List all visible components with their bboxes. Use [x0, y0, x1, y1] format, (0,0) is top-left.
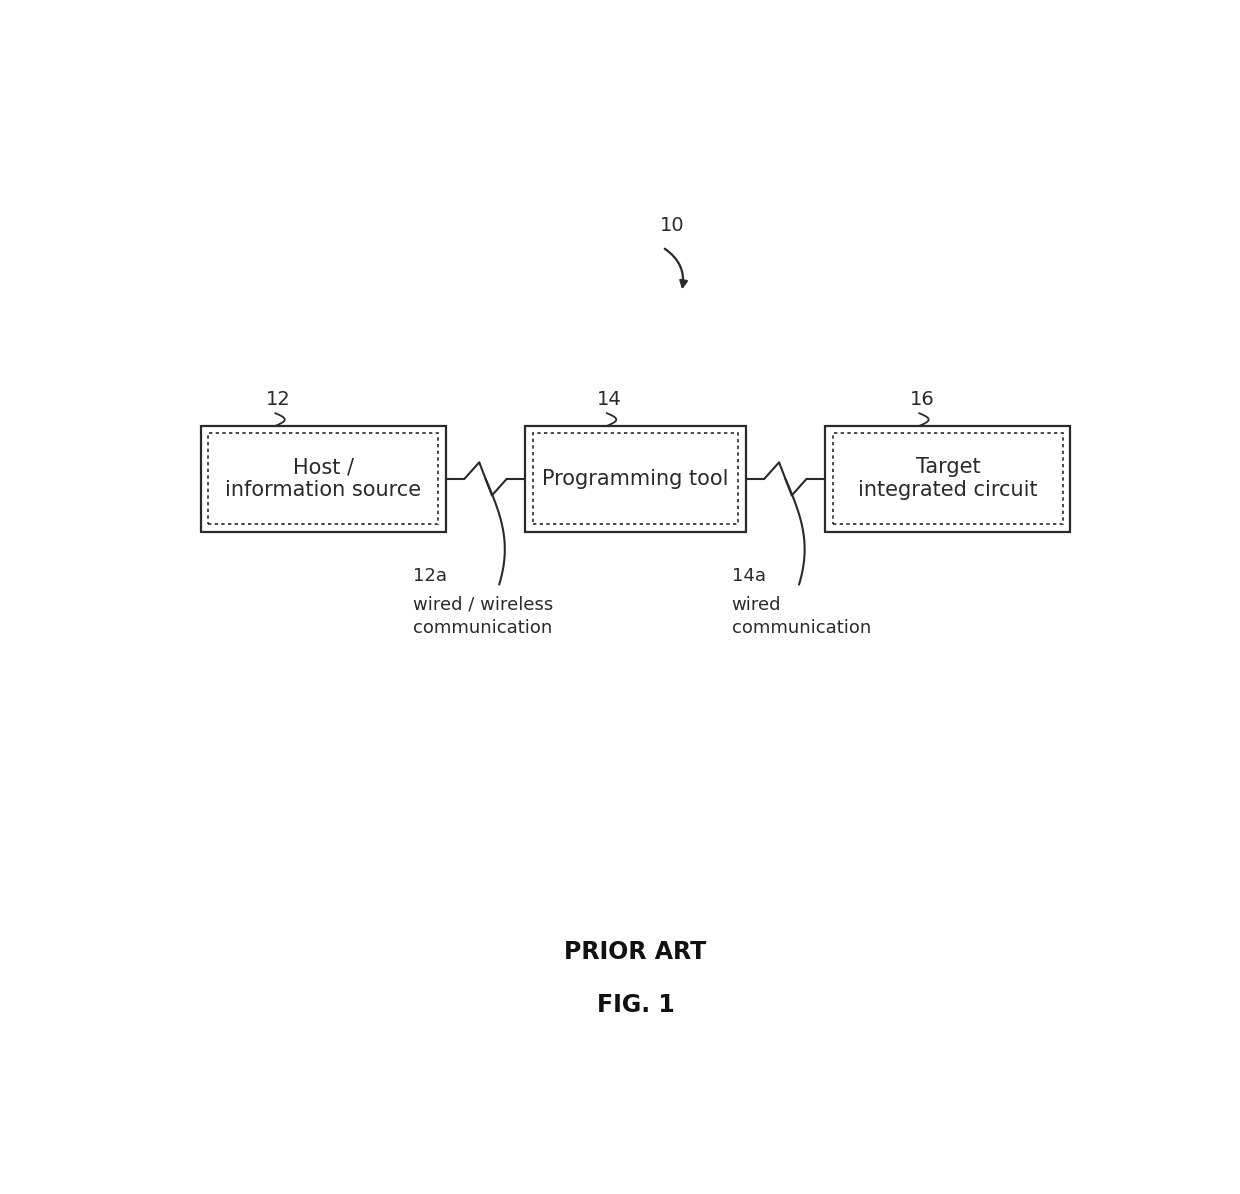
Text: 10: 10: [660, 216, 684, 235]
FancyBboxPatch shape: [525, 426, 746, 531]
Text: Target
integrated circuit: Target integrated circuit: [858, 457, 1038, 500]
Text: 12: 12: [265, 390, 290, 410]
Text: 12a: 12a: [413, 567, 446, 585]
Text: wired / wireless
communication: wired / wireless communication: [413, 596, 553, 638]
Text: 14a: 14a: [732, 567, 765, 585]
Text: wired
communication: wired communication: [732, 596, 870, 638]
Text: Programming tool: Programming tool: [542, 469, 729, 488]
Text: 14: 14: [596, 390, 621, 410]
Text: FIG. 1: FIG. 1: [596, 992, 675, 1017]
FancyBboxPatch shape: [826, 426, 1070, 531]
Text: 16: 16: [909, 390, 934, 410]
Text: Host /
information source: Host / information source: [226, 457, 422, 500]
FancyBboxPatch shape: [201, 426, 445, 531]
Text: PRIOR ART: PRIOR ART: [564, 941, 707, 965]
